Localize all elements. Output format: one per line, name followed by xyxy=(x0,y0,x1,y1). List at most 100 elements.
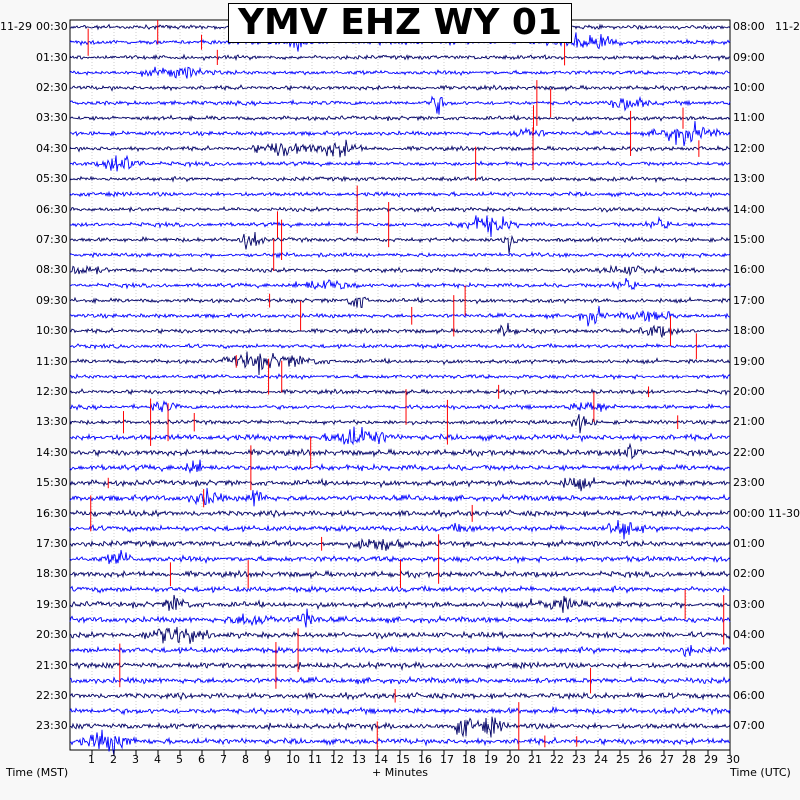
trace-line xyxy=(69,296,731,308)
trace-line xyxy=(69,373,731,381)
trace-line xyxy=(69,645,731,658)
right-time-label: 11:00 xyxy=(733,111,765,125)
x-tick-label: 19 xyxy=(484,753,498,766)
right-time-label: 00:00 xyxy=(733,506,765,520)
trace-line xyxy=(69,537,731,551)
left-time-label: 16:30 xyxy=(36,506,68,520)
x-tick-label: 21 xyxy=(528,753,542,766)
trace-line xyxy=(69,322,731,338)
right-time-label: 06:00 xyxy=(733,689,765,702)
right-time-label: 01:00 xyxy=(733,537,765,550)
trace-line xyxy=(69,114,731,123)
x-tick-label: 20 xyxy=(506,753,520,766)
left-time-label: 00:30 xyxy=(36,20,68,34)
trace-line xyxy=(69,342,731,350)
left-time-label: 23:30 xyxy=(36,719,68,733)
x-tick-label: 30 xyxy=(726,753,740,766)
trace-line xyxy=(69,608,731,628)
left-time-label: 01:30 xyxy=(36,50,68,64)
trace-line xyxy=(69,442,731,460)
left-time-label: 09:30 xyxy=(36,293,68,307)
left-time-label: 21:30 xyxy=(36,658,68,672)
trace-line xyxy=(69,584,731,594)
left-time-label: 08:30 xyxy=(36,263,68,277)
trace-line xyxy=(69,399,731,413)
right-time-label: 09:00 xyxy=(733,50,765,64)
left-time-label: 12:30 xyxy=(36,385,68,398)
left-time-label: 13:30 xyxy=(36,415,68,429)
trace-line xyxy=(69,205,731,213)
right-time-label: 23:00 xyxy=(733,476,765,490)
left-time-label: 19:30 xyxy=(36,597,68,611)
trace-line xyxy=(69,84,731,92)
trace-line xyxy=(69,729,731,757)
left-time-label: 18:30 xyxy=(36,567,68,581)
date-left: 11-29 xyxy=(0,20,32,33)
x-tick-label: 26 xyxy=(638,753,652,766)
x-axis-label: + Minutes xyxy=(372,766,429,779)
right-time-label: 10:00 xyxy=(733,81,765,94)
trace-line xyxy=(69,351,731,376)
trace-line xyxy=(69,675,731,685)
left-time-label: 03:30 xyxy=(36,111,68,125)
left-time-label: 11:30 xyxy=(36,354,68,368)
x-tick-label: 17 xyxy=(440,753,454,766)
left-time-label: 02:30 xyxy=(36,81,68,94)
right-time-label: 04:00 xyxy=(733,628,765,642)
trace-line xyxy=(69,691,731,701)
x-tick-label: 13 xyxy=(352,753,366,766)
trace-line xyxy=(69,716,731,738)
right-time-label: 12:00 xyxy=(733,141,765,155)
left-time-label: 20:30 xyxy=(36,628,68,642)
right-time-label: 02:00 xyxy=(733,567,765,581)
left-time-label: 04:30 xyxy=(36,141,68,155)
trace-line xyxy=(69,388,731,396)
trace-line xyxy=(69,706,731,716)
left-time-label: 22:30 xyxy=(36,689,68,702)
trace-line xyxy=(70,215,731,238)
x-tick-label: 27 xyxy=(660,753,674,766)
x-tick-label: 15 xyxy=(396,753,410,766)
x-tick-label: 5 xyxy=(176,753,183,766)
trace-line xyxy=(69,175,731,184)
x-tick-label: 16 xyxy=(418,753,432,766)
plot-area xyxy=(69,19,731,751)
trace-line xyxy=(69,426,731,446)
right-time-label: 14:00 xyxy=(733,202,765,216)
x-tick-label: 14 xyxy=(374,753,388,766)
x-tick-label: 22 xyxy=(550,753,564,766)
left-time-label: 17:30 xyxy=(36,537,68,550)
trace-line xyxy=(69,414,731,434)
right-time-label: 21:00 xyxy=(733,415,765,429)
right-time-label: 18:00 xyxy=(733,324,765,338)
x-tick-label: 28 xyxy=(682,753,696,766)
right-time-label: 16:00 xyxy=(733,263,765,277)
trace-line xyxy=(69,139,731,158)
left-axis-label: Time (MST) xyxy=(6,766,69,779)
x-tick-label: 6 xyxy=(198,753,205,766)
x-tick-label: 18 xyxy=(462,753,476,766)
minute-ticks xyxy=(91,750,731,755)
right-time-label: 05:00 xyxy=(733,658,765,672)
left-time-label: 10:30 xyxy=(36,324,68,338)
trace-line xyxy=(69,251,731,260)
left-time-label: 15:30 xyxy=(36,476,68,490)
left-time-label: 14:30 xyxy=(36,445,68,459)
x-tick-label: 24 xyxy=(594,753,608,766)
right-time-label: 20:00 xyxy=(733,385,765,398)
x-tick-label: 1 xyxy=(88,753,95,766)
trace-line xyxy=(69,459,731,474)
x-tick-label: 11 xyxy=(308,753,322,766)
trace-line xyxy=(69,190,731,199)
x-tick-label: 10 xyxy=(286,753,300,766)
trace-line xyxy=(69,594,731,613)
trace-line xyxy=(69,154,731,172)
x-tick-label: 25 xyxy=(616,753,630,766)
trace-line xyxy=(69,626,731,644)
trace-line xyxy=(69,264,731,277)
trace-line xyxy=(69,306,731,327)
trace-line xyxy=(69,95,731,115)
trace-line xyxy=(69,121,731,147)
x-tick-label: 3 xyxy=(132,753,139,766)
